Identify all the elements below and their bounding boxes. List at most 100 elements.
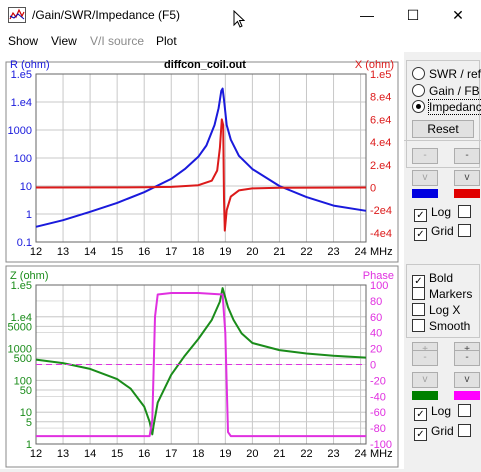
x-tick-label: 21 [273, 448, 285, 460]
right-tick-label: 4.e4 [370, 137, 391, 149]
left-tick-label: 10 [20, 181, 32, 193]
logx-checkbox[interactable]: Log X [412, 303, 460, 317]
plot-area: 12 13 14 15 16 17 18 19 20 21 22 23 24 MHz 1.e5 1.e4 100… [0, 52, 404, 469]
left-tick-label: 1.e5 [11, 69, 32, 81]
bottom-grid-check-icon[interactable]: ✓ [414, 428, 427, 441]
right-tick-label: 60 [370, 312, 382, 324]
bottom-right-grid-checkbox[interactable] [458, 424, 475, 438]
logx-check-icon[interactable] [412, 303, 425, 316]
bottom-right-down-button[interactable]: v [454, 372, 480, 388]
minimize-button[interactable]: — [360, 7, 374, 23]
z-color-swatch[interactable] [412, 391, 438, 400]
markers-checkbox[interactable]: Markers [412, 287, 472, 301]
top-grid-check-icon[interactable]: ✓ [414, 228, 427, 241]
mode-group [406, 60, 480, 168]
bottom-log-check-icon[interactable]: ✓ [414, 408, 427, 421]
x-tick-label: 17 [165, 246, 177, 258]
bottom-grid-label: Grid [431, 424, 454, 438]
top-right-down-button[interactable]: v [454, 170, 480, 186]
markers-check-icon[interactable] [412, 287, 425, 300]
top-grid-label: Grid [431, 224, 454, 238]
x-tick-label: 21 [273, 246, 285, 258]
maximize-button[interactable]: ☐ [406, 7, 420, 23]
series-line-x-ohm- [35, 118, 367, 232]
menu-view[interactable]: View [51, 34, 77, 48]
phase-color-swatch[interactable] [454, 391, 480, 400]
x-tick-label: 23 [327, 448, 339, 460]
x-tick-label: 19 [219, 448, 231, 460]
right-axis-label: Phase [363, 270, 394, 282]
left-axis-label: R (ohm) [10, 59, 50, 71]
top-left-up-button[interactable]: - [412, 148, 438, 164]
right-tick-label: -80 [370, 423, 386, 435]
right-tick-label: -100 [370, 439, 392, 451]
top-right-log-checkbox[interactable] [458, 205, 475, 219]
plot-canvas[interactable]: 12 13 14 15 16 17 18 19 20 21 22 23 24 MHz1.e51.e4100… [0, 52, 404, 469]
radio-gain-label: Gain / FB [429, 84, 480, 98]
series-line-phase [36, 292, 366, 438]
radio-impedance[interactable]: Impedance [412, 99, 481, 115]
right-tick-label: 1.e5 [370, 69, 391, 81]
x-color-swatch[interactable] [454, 189, 480, 198]
separator [404, 140, 481, 141]
top-right-log-check-icon[interactable] [458, 205, 471, 218]
left-tick-label: 5000 [8, 321, 32, 333]
x-tick-label: 20 [246, 448, 258, 460]
right-tick-label: 20 [370, 344, 382, 356]
x-tick-label: 14 [84, 246, 96, 258]
x-tick-label: 24 [354, 448, 366, 460]
left-tick-label: 50 [20, 385, 32, 397]
bold-checkbox[interactable]: ✓ Bold [412, 271, 453, 288]
right-tick-label: 2.e4 [370, 160, 391, 172]
bottom-right-log-checkbox[interactable] [458, 404, 475, 418]
bottom-grid-checkbox[interactable]: ✓ Grid [414, 424, 454, 441]
right-tick-label: -40 [370, 391, 386, 403]
right-tick-label: 6.e4 [370, 114, 391, 126]
radio-impedance-indicator[interactable] [412, 100, 425, 113]
bottom-right-log-check-icon[interactable] [458, 404, 471, 417]
menu-show[interactable]: Show [8, 34, 39, 48]
top-log-check-icon[interactable]: ✓ [414, 209, 427, 222]
top-grid-checkbox[interactable]: ✓ Grid [414, 224, 454, 241]
reset-button[interactable]: Reset [412, 120, 474, 138]
radio-swr-indicator[interactable] [412, 67, 425, 80]
top-log-checkbox[interactable]: ✓ Log [414, 205, 451, 222]
right-tick-label: -20 [370, 375, 386, 387]
x-axis-label: MHz [370, 246, 393, 258]
top-right-grid-check-icon[interactable] [458, 224, 471, 237]
plot-border [35, 73, 367, 243]
mouse-cursor-icon [233, 10, 245, 28]
bold-label: Bold [429, 271, 454, 285]
x-tick-label: 22 [300, 448, 312, 460]
bottom-left-down-button[interactable]: v [412, 372, 438, 388]
left-tick-label: 100 [14, 375, 32, 387]
r-color-swatch[interactable] [412, 189, 438, 198]
smooth-check-icon[interactable] [412, 319, 425, 332]
top-log-label: Log [431, 205, 452, 219]
bottom-right-grid-check-icon[interactable] [458, 424, 471, 437]
radio-gain[interactable]: Gain / FB [412, 84, 480, 98]
smooth-checkbox[interactable]: Smooth [412, 319, 470, 333]
x-tick-label: 24 [354, 246, 366, 258]
menu-plot[interactable]: Plot [156, 34, 177, 48]
right-tick-label: 0 [370, 183, 376, 195]
left-tick-label: 1000 [8, 125, 32, 137]
bottom-left-up-button[interactable]: - [412, 350, 438, 366]
x-tick-label: 15 [111, 448, 123, 460]
radio-gain-indicator[interactable] [412, 84, 425, 97]
close-button[interactable]: ✕ [452, 7, 464, 23]
radio-swr[interactable]: SWR / ref [412, 67, 481, 81]
top-right-up-button[interactable]: - [454, 148, 480, 164]
menu-vi-source[interactable]: V/I source [90, 34, 145, 48]
bottom-log-checkbox[interactable]: ✓ Log [414, 404, 451, 421]
top-left-down-button[interactable]: v [412, 170, 438, 186]
left-tick-label: 1.e5 [11, 280, 32, 292]
x-tick-label: 12 [30, 448, 42, 460]
left-tick-label: 1 [26, 209, 32, 221]
top-right-grid-checkbox[interactable] [458, 224, 475, 238]
right-tick-label: -2e4 [370, 205, 392, 217]
bold-check-icon[interactable]: ✓ [412, 275, 425, 288]
bottom-right-up-button[interactable]: - [454, 350, 480, 366]
x-tick-label: 12 [30, 246, 42, 258]
x-tick-label: 16 [138, 448, 150, 460]
